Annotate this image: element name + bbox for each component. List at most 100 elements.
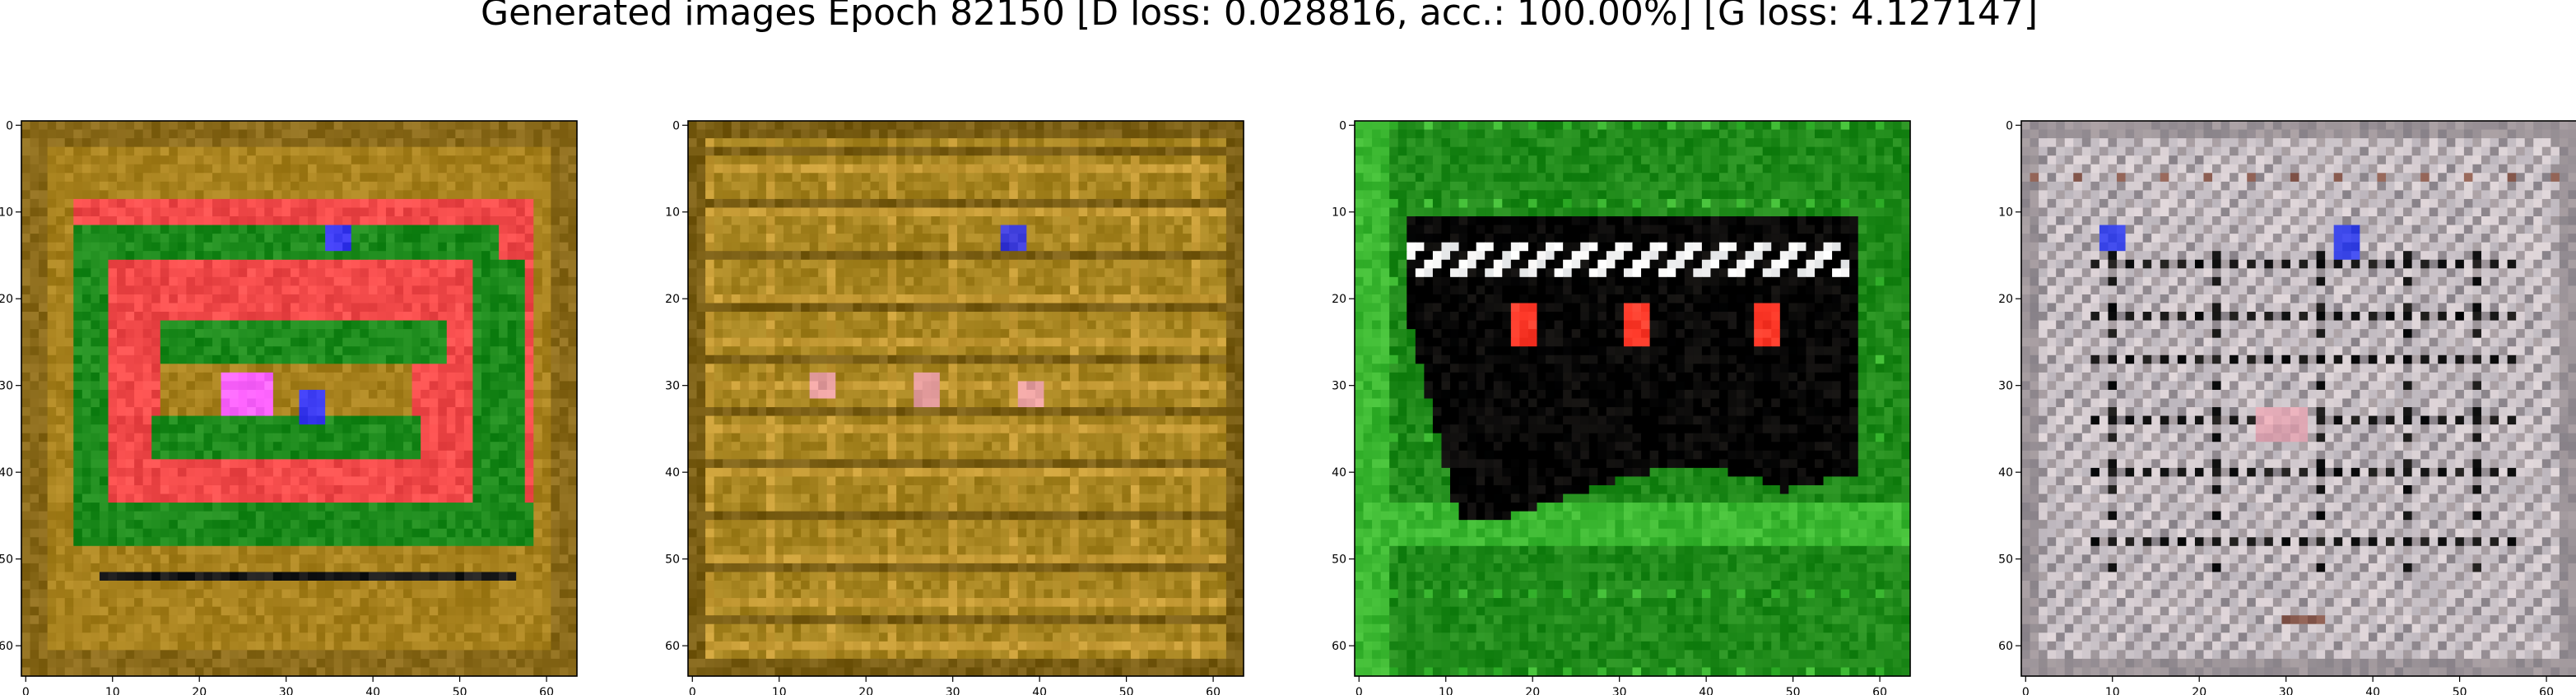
pixel (247, 442, 257, 452)
pixel (472, 467, 482, 478)
pixel (21, 216, 31, 226)
pixel (542, 606, 551, 616)
pixel (325, 598, 335, 608)
pixel (39, 650, 49, 660)
pixel (507, 598, 517, 608)
pixel (965, 207, 975, 217)
pixel (333, 268, 343, 278)
pixel (403, 580, 413, 591)
pixel (299, 138, 309, 148)
pixel (316, 528, 326, 538)
pixel (81, 198, 91, 209)
pixel (559, 650, 570, 660)
pixel (965, 216, 975, 226)
pixel (333, 623, 343, 633)
pixel (212, 641, 222, 651)
pixel (568, 589, 578, 599)
pixel (1104, 121, 1114, 131)
pixel (56, 164, 66, 174)
pixel (325, 164, 335, 174)
pixel (723, 181, 732, 191)
pixel (272, 251, 283, 261)
pixel (221, 528, 230, 538)
pixel (108, 173, 118, 183)
pixel (385, 467, 396, 478)
pixel (212, 398, 222, 408)
pixel (151, 276, 161, 286)
pixel (524, 173, 534, 183)
pixel (983, 190, 993, 200)
pixel (125, 563, 135, 573)
pixel (965, 173, 975, 183)
pixel (421, 545, 430, 555)
pixel (351, 442, 360, 452)
pixel (203, 442, 213, 452)
pixel (194, 415, 205, 425)
pixel (177, 641, 187, 651)
pixel (272, 364, 283, 373)
pixel (39, 415, 49, 425)
pixel (342, 268, 352, 278)
pixel (394, 164, 404, 174)
pixel (299, 467, 309, 478)
pixel (308, 424, 318, 434)
pixel (238, 572, 248, 581)
pixel (533, 615, 543, 625)
pixel (255, 650, 265, 660)
pixel (499, 511, 509, 521)
pixel (481, 198, 491, 209)
pixel (377, 381, 387, 391)
pixel (904, 164, 914, 174)
pixel (247, 354, 257, 364)
pixel (177, 181, 187, 191)
pixel (438, 459, 448, 469)
pixel (385, 615, 396, 625)
pixel (438, 520, 448, 530)
pixel (533, 242, 543, 252)
pixel (516, 364, 526, 373)
pixel (203, 242, 213, 252)
pixel (230, 528, 239, 538)
pixel (177, 337, 187, 347)
pixel (221, 389, 230, 400)
pixel (1217, 164, 1227, 174)
pixel (308, 398, 318, 408)
pixel (30, 234, 40, 243)
pixel (169, 129, 179, 139)
pixel (142, 242, 152, 252)
pixel (117, 181, 127, 191)
pixel (186, 207, 196, 217)
pixel (325, 424, 335, 434)
pixel (801, 155, 811, 165)
pixel (446, 450, 456, 460)
pixel (1208, 121, 1218, 131)
pixel (516, 503, 526, 512)
pixel (21, 623, 31, 633)
pixel (524, 545, 534, 555)
pixel (385, 242, 396, 252)
pixel (368, 650, 379, 660)
pixel (247, 129, 257, 139)
pixel (429, 615, 439, 625)
pixel (490, 632, 500, 642)
pixel (212, 381, 222, 391)
pixel (47, 476, 57, 486)
pixel (21, 572, 31, 581)
pixel (221, 164, 230, 174)
pixel (472, 606, 482, 616)
pixel (551, 173, 560, 183)
pixel (238, 285, 248, 295)
pixel (516, 606, 526, 616)
pixel (394, 337, 404, 347)
pixel (99, 320, 109, 330)
pixel (904, 173, 914, 183)
pixel (134, 329, 144, 339)
pixel (507, 407, 517, 417)
pixel (551, 650, 560, 660)
pixel (421, 615, 430, 625)
pixel (490, 354, 500, 364)
pixel (108, 580, 118, 591)
pixel (1217, 181, 1227, 191)
pixel (499, 554, 509, 564)
pixel (1095, 225, 1105, 234)
